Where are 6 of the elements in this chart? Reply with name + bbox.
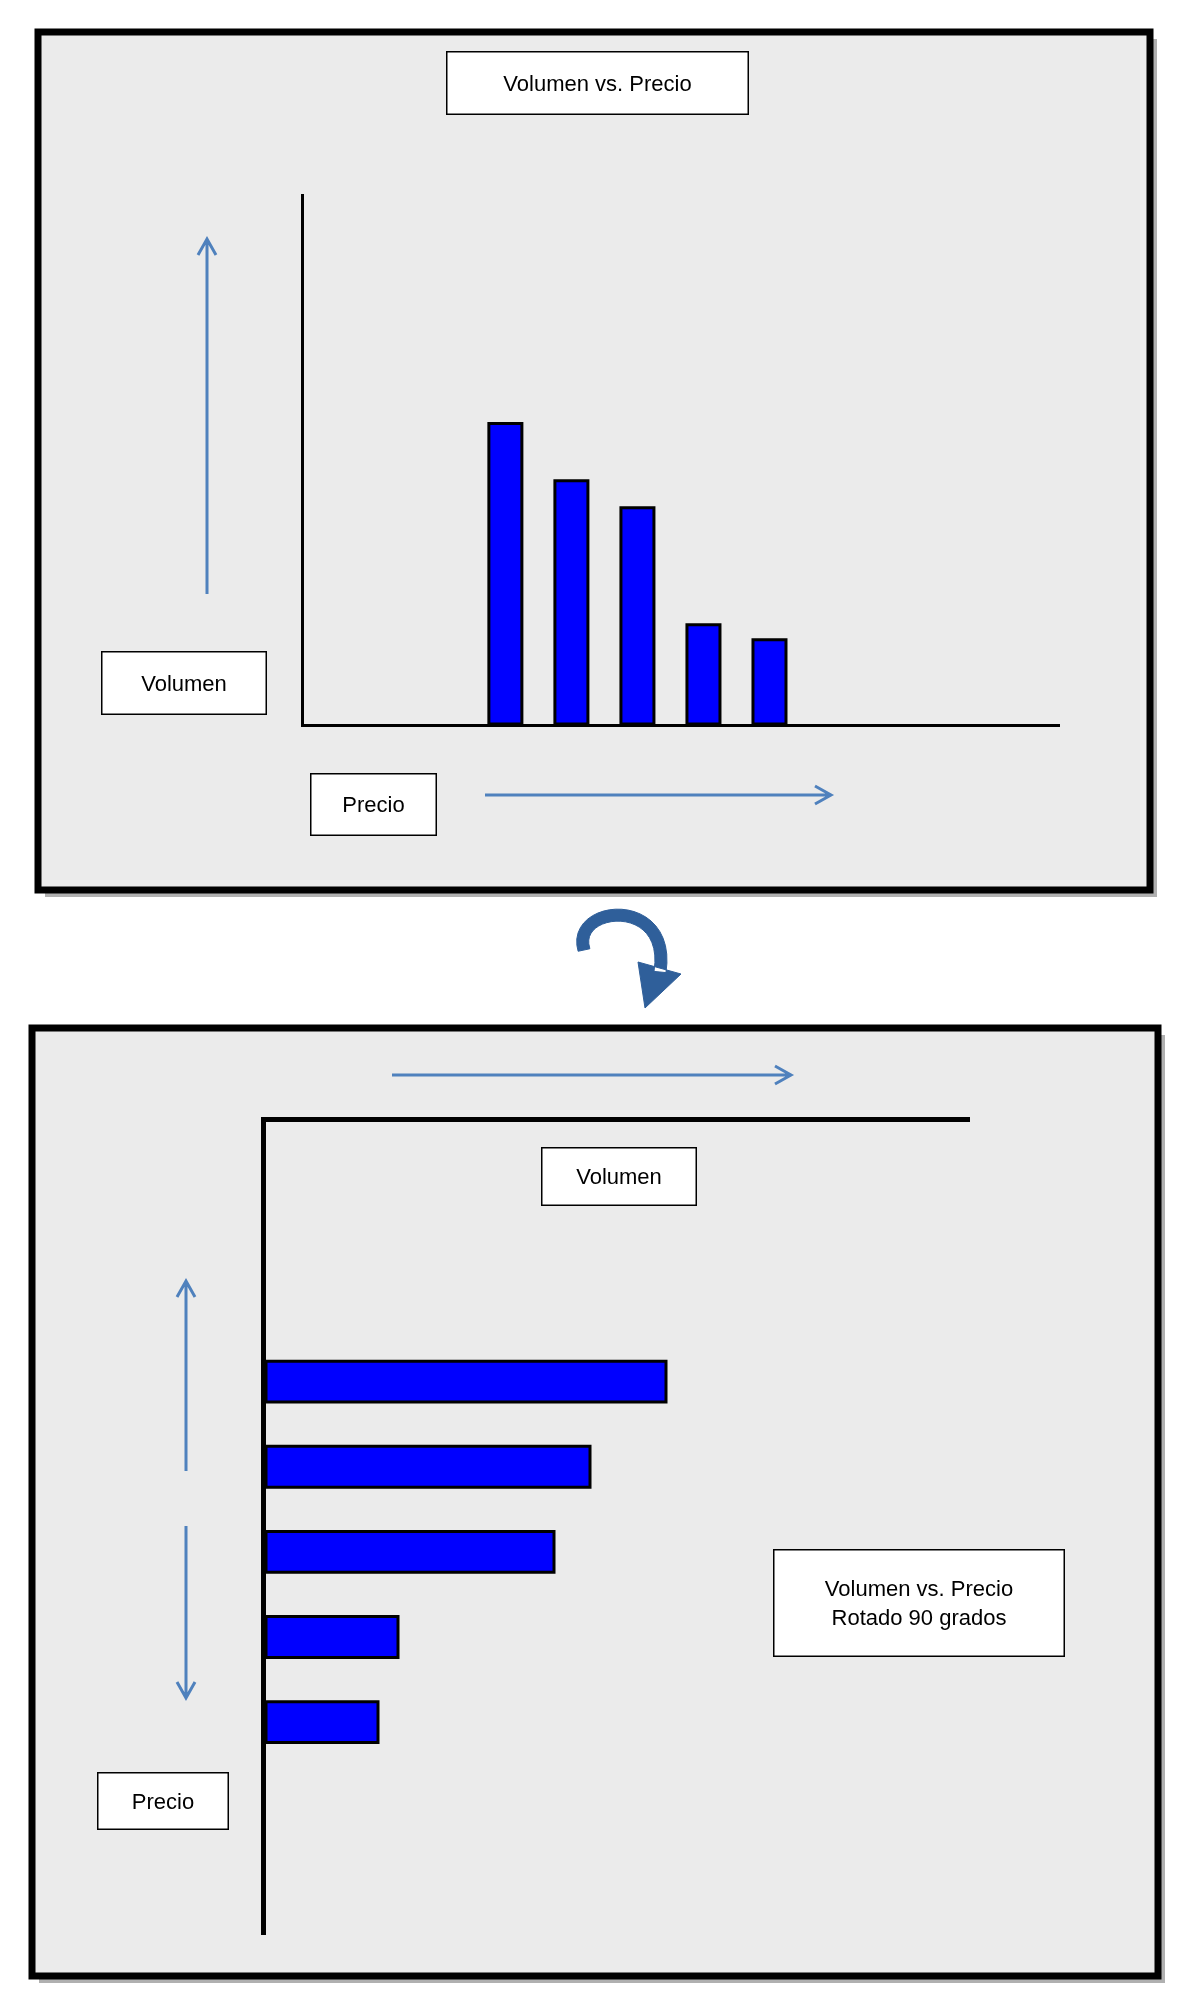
chart-title: Volumen vs. Precio (503, 70, 692, 96)
x-axis-title: Volumen (576, 1164, 662, 1189)
x-axis-title: Precio (342, 792, 405, 817)
y-axis-title: Volumen (141, 670, 227, 696)
y-axis-title: Precio (131, 1788, 195, 1814)
text: Volumen vs. Precio Rotado 90 grados (824, 1576, 1014, 1630)
